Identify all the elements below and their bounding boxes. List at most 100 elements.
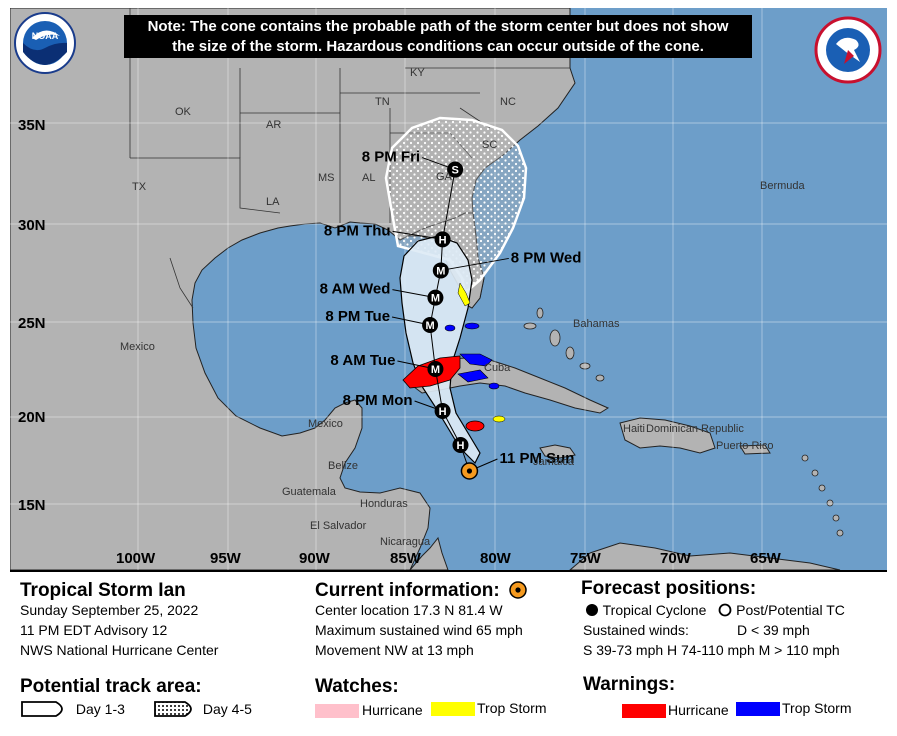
track-time-label: 8 PM Thu (324, 222, 391, 239)
land-hispaniola (619, 417, 716, 454)
forecast-position-marker (432, 262, 449, 279)
advisory-number: 11 PM EDT Advisory 12 (20, 622, 168, 638)
forecast-position-marker (427, 289, 444, 306)
place-label: Nicaragua (380, 536, 431, 548)
forecast-intensity-letter: M (436, 265, 445, 277)
lat-label-20n: 20N (18, 409, 46, 426)
hurricane-warning-label: Hurricane (668, 702, 729, 718)
hurricane-watch-label: Hurricane (362, 702, 423, 718)
trop-storm-warning-label: Trop Storm (782, 700, 852, 716)
place-label: GA (436, 171, 453, 183)
place-label: Bahamas (573, 318, 620, 330)
track-label-leader (392, 230, 443, 240)
lon-label-90w: 90W (299, 550, 331, 567)
current-position-dot (466, 468, 473, 474)
day-1-3-label: Day 1-3 (75, 701, 125, 717)
land-central-america (409, 536, 449, 570)
place-label: LA (266, 196, 280, 208)
movement: Movement NW at 13 mph (315, 642, 474, 658)
warnings-title: Warnings: (583, 674, 676, 695)
note-line-2: the size of the storm. Hazardous conditi… (172, 38, 704, 55)
lon-label-95w: 95W (210, 550, 242, 567)
forecast-position-marker (422, 317, 439, 333)
place-label: Mexico (120, 341, 155, 353)
land-south-america (569, 542, 841, 570)
track-label-leader (440, 257, 509, 271)
track-time-label: 8 AM Tue (330, 352, 395, 369)
place-label: Puerto Rico (716, 440, 773, 452)
storm-name: Tropical Storm Ian (20, 580, 186, 601)
place-label: Honduras (360, 498, 408, 510)
issuing-center: NWS National Hurricane Center (20, 642, 219, 658)
lat-label-25n: 25N (18, 315, 46, 332)
tropical-cyclone-label: Tropical Cyclone (602, 602, 707, 618)
forecast-position-marker (427, 361, 444, 377)
forecast-position-marker (434, 403, 451, 419)
hurricane-warning-swatch (622, 704, 666, 718)
land-puerto-rico (739, 444, 771, 455)
trop-storm-watch-areas (457, 282, 506, 423)
lon-label-85w: 85W (390, 550, 422, 567)
forecast-position-marker (434, 231, 451, 248)
track-layer: 11 PM Sun H 8 PM Mon H 8 AM Tue M 8 PM Tue M 8 A… (320, 149, 582, 480)
track-time-label: 8 PM Tue (325, 308, 390, 325)
day-1-3-key: Day 1-3 (20, 700, 125, 718)
place-label: Bermuda (760, 180, 806, 192)
lat-label-15n: 15N (18, 497, 46, 514)
forecast-position-marker (452, 437, 469, 453)
place-label: KY (410, 67, 425, 79)
center-location: Center location 17.3 N 81.4 W (315, 602, 503, 618)
place-label: TX (132, 181, 147, 193)
max-wind: Maximum sustained wind 65 mph (315, 622, 523, 638)
current-info-title: Current information: (315, 580, 527, 602)
forecast-symbol-key: Tropical Cyclone Post/Potential TC (585, 602, 845, 618)
advisory-date: Sunday September 25, 2022 (20, 602, 199, 618)
forecast-intensity-letter: H (457, 440, 465, 452)
place-label: MS (318, 172, 335, 184)
wind-classes: S 39-73 mph H 74-110 mph M > 110 mph (583, 642, 840, 658)
watches-title: Watches: (315, 676, 399, 697)
current-position-icon (509, 581, 527, 599)
lon-label-80w: 80W (480, 550, 512, 567)
nws-logo (814, 16, 882, 84)
day-4-5-icon (154, 701, 192, 717)
depression-winds: D < 39 mph (737, 622, 810, 638)
note-line-1: Note: The cone contains the probable pat… (147, 18, 729, 35)
post-tc-icon (718, 603, 732, 617)
day-4-5-label: Day 4-5 (202, 701, 252, 717)
day-1-3-icon (21, 701, 63, 717)
place-label: NC (500, 96, 516, 108)
forecast-intensity-letter: M (425, 320, 434, 332)
place-label: Jamaica (533, 456, 575, 468)
current-info-label: Current information: (315, 580, 500, 601)
lat-label-35n: 35N (18, 117, 46, 134)
post-tc-label: Post/Potential TC (736, 602, 845, 618)
forecast-positions-title: Forecast positions: (581, 578, 757, 599)
lon-label-100w: 100W (116, 550, 156, 567)
legend-panel: Tropical Storm Ian Sunday September 25, … (10, 570, 887, 730)
trop-storm-watch-swatch (431, 702, 475, 716)
forecast-map: 11 PM Sun H 8 PM Mon H 8 AM Tue M 8 PM Tue M 8 A… (10, 8, 887, 570)
land-lesser-antilles (801, 454, 844, 537)
sustained-winds-label: Sustained winds: (583, 622, 689, 638)
day-4-5-key: Day 4-5 (153, 700, 252, 718)
place-label: AL (362, 172, 375, 184)
track-time-label: 8 PM Wed (511, 249, 582, 266)
lon-label-70w: 70W (660, 550, 692, 567)
lat-label-30n: 30N (18, 217, 46, 234)
trop-storm-watch-label: Trop Storm (477, 700, 547, 716)
forecast-intensity-letter: M (431, 364, 440, 376)
lon-label-65w: 65W (750, 550, 782, 567)
forecast-position-marker (447, 161, 464, 178)
place-label: Guatemala (282, 486, 337, 498)
track-time-label: 8 AM Wed (320, 281, 391, 298)
place-label: AR (266, 119, 281, 131)
land-bahamas (523, 307, 605, 382)
place-label: El Salvador (310, 520, 367, 532)
forecast-intensity-letter: S (451, 165, 458, 177)
place-label: OK (175, 106, 192, 118)
place-label: TN (375, 96, 390, 108)
place-label: Dominican Republic (646, 423, 744, 435)
tropical-cyclone-icon (586, 604, 598, 616)
svg-text:NOAA: NOAA (32, 31, 59, 41)
